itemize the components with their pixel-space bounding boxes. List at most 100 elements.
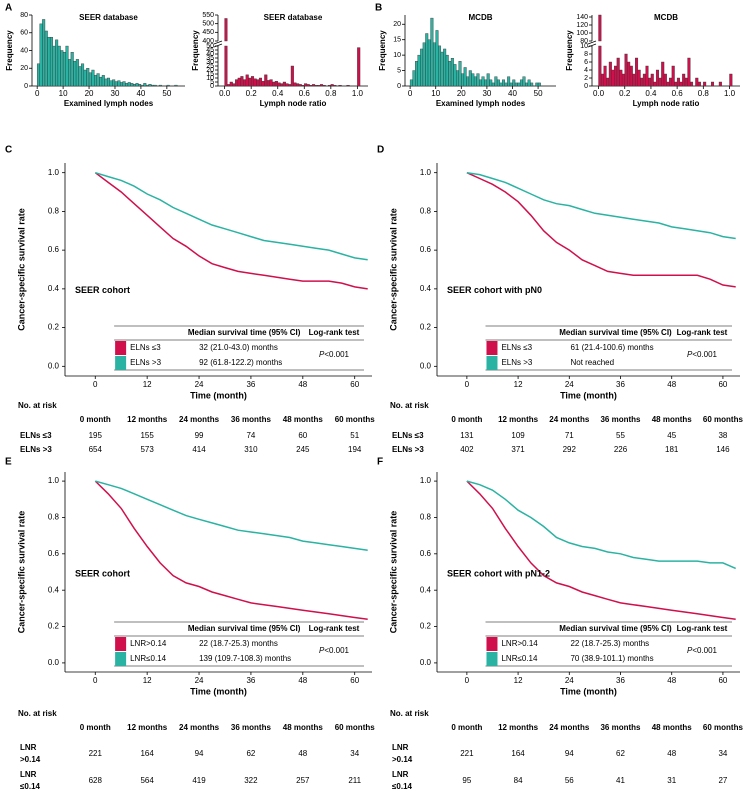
hist-bar xyxy=(499,82,503,87)
hist-bar xyxy=(258,77,263,87)
hist-bar xyxy=(512,79,516,87)
risk-column: 48 months xyxy=(283,723,324,732)
hist-bar xyxy=(81,63,85,87)
risk-count: 55 xyxy=(616,431,625,440)
p-value: P<0.001 xyxy=(319,350,350,359)
x-tick-label: 0.4 xyxy=(272,89,284,98)
y-tick-label: 20 xyxy=(393,21,401,28)
hist-bar xyxy=(455,70,459,87)
cohort-label: SEER cohort with pN0 xyxy=(447,285,542,295)
y-tick-label: 0.2 xyxy=(48,323,60,332)
hist-bar xyxy=(427,39,431,87)
hist-bar xyxy=(68,59,72,87)
y-tick-label: 0.8 xyxy=(48,207,60,216)
risk-column: 60 months xyxy=(335,723,376,732)
hist-bar xyxy=(158,84,162,87)
hist-bar xyxy=(489,79,493,87)
x-tick-label: 0.8 xyxy=(698,89,710,98)
x-tick-label: 50 xyxy=(162,89,171,98)
hist-bar xyxy=(114,81,118,87)
x-tick-label: 40 xyxy=(136,89,145,98)
y-tick-label: 500 xyxy=(202,21,214,28)
hist-bar xyxy=(143,83,147,87)
y-tick-label: 10 xyxy=(206,75,214,82)
y-tick-label: 40 xyxy=(206,51,214,58)
risk-count: 245 xyxy=(296,445,310,454)
x-tick-label: 0.0 xyxy=(219,89,231,98)
x-tick-label: 10 xyxy=(59,89,68,98)
hist-bar xyxy=(240,76,244,87)
risk-row-label: LNR xyxy=(392,743,409,752)
risk-count: 564 xyxy=(140,776,154,785)
hist-bar xyxy=(629,65,633,87)
risk-count: 181 xyxy=(665,445,679,454)
risk-count: 322 xyxy=(244,776,258,785)
y-tick-label: 0.0 xyxy=(48,361,60,370)
y-tick-label: 0.0 xyxy=(420,361,432,370)
hist-bar xyxy=(461,73,465,87)
x-tick-label: 0 xyxy=(35,89,40,98)
hist-bar xyxy=(695,77,699,87)
y-tick-label: 30 xyxy=(206,59,214,66)
x-tick-label: 0.2 xyxy=(246,89,258,98)
hist-bar xyxy=(227,84,231,87)
risk-count: 257 xyxy=(296,776,310,785)
hist-bar xyxy=(682,73,686,87)
risk-row-label: ELNs >3 xyxy=(392,445,424,454)
hist-bar xyxy=(274,80,278,87)
y-tick-label: 6 xyxy=(584,59,588,66)
x-tick-label: 60 xyxy=(350,676,359,685)
survival-curve xyxy=(466,172,736,288)
hist-bar xyxy=(312,84,316,87)
risk-count: 194 xyxy=(348,445,362,454)
risk-count: 99 xyxy=(195,431,204,440)
hist-bar xyxy=(642,73,646,87)
x-tick-label: 36 xyxy=(616,380,625,389)
risk-count: 402 xyxy=(460,445,474,454)
risk-count: 56 xyxy=(565,776,574,785)
y-tick-label: 0.6 xyxy=(48,549,60,558)
hist-bar xyxy=(298,84,302,87)
cohort-label: SEER cohort xyxy=(75,568,130,578)
survival-curve xyxy=(466,480,736,621)
hist-bar xyxy=(138,84,142,87)
y-tick-label: 35 xyxy=(206,55,214,62)
hist-bar xyxy=(425,33,429,87)
axis-break xyxy=(587,40,597,45)
x-tick-label: 10 xyxy=(431,89,440,98)
risk-row-label: LNR xyxy=(20,770,37,779)
risk-row-label: ≤0.14 xyxy=(20,782,41,791)
risk-count: 195 xyxy=(89,431,103,440)
hist-bar xyxy=(466,76,470,87)
hist-bar xyxy=(290,65,294,87)
y-tick-label: 0.2 xyxy=(420,323,432,332)
hist-bar xyxy=(70,52,74,87)
median-survival: 70 (38.9-101.1) months xyxy=(570,654,653,663)
hist-bar xyxy=(36,63,40,87)
hist-bar xyxy=(127,82,131,87)
hist-bar xyxy=(666,81,670,87)
hist-bar xyxy=(494,76,498,87)
y-tick-label: 10 xyxy=(393,52,401,59)
hist-bar xyxy=(517,82,521,87)
survival-curve xyxy=(94,480,368,621)
hist-bar xyxy=(430,17,434,87)
x-axis-label: Time (month) xyxy=(190,686,247,696)
table-header: Log-rank test xyxy=(677,624,728,633)
risk-count: 109 xyxy=(511,431,525,440)
y-tick-label: 8 xyxy=(584,51,588,58)
x-axis-label: Time (month) xyxy=(560,686,617,696)
x-tick-label: 36 xyxy=(246,380,255,389)
hist-bar xyxy=(519,79,523,87)
median-survival: 22 (18.7-25.3) months xyxy=(199,639,278,648)
y-tick-label: 140 xyxy=(576,14,588,21)
y-tick-label: 0.4 xyxy=(48,585,60,594)
y-tick-label: 0.0 xyxy=(420,658,432,667)
hist-bar xyxy=(486,73,490,87)
x-tick-label: 24 xyxy=(565,676,574,685)
y-tick-label: 1.0 xyxy=(48,476,60,485)
risk-row-label: >0.14 xyxy=(392,755,413,764)
risk-count: 221 xyxy=(89,749,103,758)
median-survival: Not reached xyxy=(570,358,614,367)
